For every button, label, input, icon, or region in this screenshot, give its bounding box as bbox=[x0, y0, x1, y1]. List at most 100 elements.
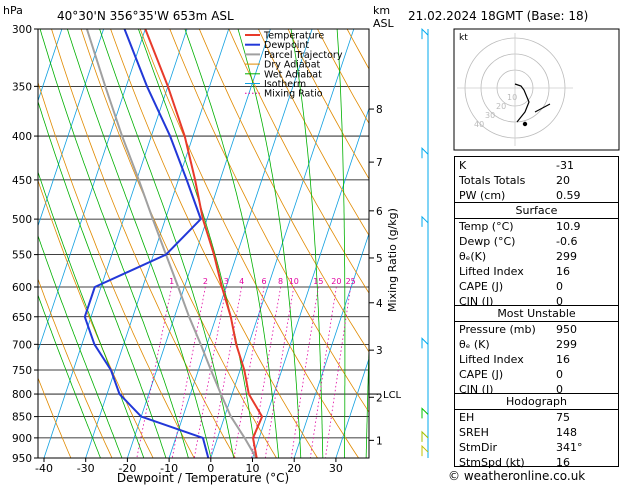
mixing-ratio-line bbox=[264, 286, 295, 458]
plot-frame bbox=[37, 28, 370, 459]
mixing-ratio-line bbox=[193, 286, 227, 458]
surface-row: Dewp (°C) -0.6 bbox=[459, 235, 578, 248]
dry-adiabat-line bbox=[110, 29, 318, 458]
wet-adiabat-line bbox=[39, 29, 189, 458]
km-label: km bbox=[373, 4, 390, 17]
legend-label: Dry Adiabat bbox=[264, 60, 321, 71]
parcel-trajectory-line bbox=[85, 29, 258, 458]
dry-adiabat-line bbox=[287, 29, 369, 180]
legend-label: Mixing Ratio bbox=[264, 89, 323, 100]
wind-barb bbox=[421, 430, 429, 442]
dry-adiabat-line bbox=[38, 81, 195, 458]
wet-adiabat-line bbox=[38, 234, 123, 458]
mu-row: CIN (J) 0 bbox=[459, 383, 563, 396]
asl-label: ASL bbox=[373, 17, 395, 30]
hodograph-ring-label: 40 bbox=[474, 120, 484, 129]
index-row: Totals Totals 20 bbox=[459, 174, 570, 187]
temperature-tick-label: -30 bbox=[77, 462, 95, 475]
wind-barb bbox=[421, 27, 429, 40]
index-row: K -31 bbox=[459, 159, 574, 172]
hodo-row: SREH 148 bbox=[459, 426, 577, 439]
hodo-row: StmSpd (kt) 16 bbox=[459, 456, 570, 469]
mixing-ratio-label: 20 bbox=[331, 277, 341, 286]
temperature-line bbox=[144, 29, 264, 458]
hodograph-ring-label: 20 bbox=[496, 102, 506, 111]
dewpoint-line bbox=[83, 29, 210, 458]
mixing-ratio-label: 8 bbox=[278, 277, 283, 286]
hodo-row: EH 75 bbox=[459, 411, 570, 424]
isotherm-line bbox=[38, 29, 104, 228]
wind-barb bbox=[421, 147, 429, 159]
isotherm-line bbox=[210, 29, 355, 458]
x-axis-label: Dewpoint / Temperature (°C) bbox=[117, 471, 289, 485]
mixing-ratio-line bbox=[290, 286, 319, 458]
surface-title: Surface bbox=[455, 203, 618, 219]
mu-row: Pressure (mb) 950 bbox=[459, 323, 577, 336]
surface-table: Surface Temp (°C) 10.9 Dewp (°C) -0.6 θₑ(K… bbox=[454, 202, 619, 308]
pressure-tick-label: 550 bbox=[12, 250, 32, 262]
mixing-ratio-line bbox=[136, 286, 173, 458]
isotherm-line bbox=[38, 29, 146, 353]
temperature-tick-label: -10 bbox=[160, 462, 178, 475]
km-tick-label: 1 bbox=[376, 435, 383, 447]
km-tick-label: 8 bbox=[376, 104, 383, 116]
temperature-tick-label: -20 bbox=[118, 462, 136, 475]
pressure-tick-label: 650 bbox=[12, 312, 32, 324]
hodo-row: StmDir 341° bbox=[459, 441, 583, 454]
index-row: PW (cm) 0.59 bbox=[459, 189, 581, 202]
legend-label: Parcel Trajectory bbox=[264, 50, 343, 61]
most-unstable-table: Most Unstable Pressure (mb) 950 θₑ (K) 299… bbox=[454, 305, 619, 396]
wet-adiabat-line bbox=[99, 29, 235, 458]
wet-adiabat-line bbox=[67, 29, 212, 458]
mixing-ratio-label: 1 bbox=[169, 277, 174, 286]
mixing-ratio-line bbox=[233, 286, 265, 458]
mixing-ratio-label: 2 bbox=[203, 277, 208, 286]
location-title: 40°30'N 356°35'W 653m ASL bbox=[57, 9, 234, 23]
dry-adiabat-line bbox=[139, 29, 360, 458]
lcl-label: LCL bbox=[383, 390, 402, 401]
dry-adiabat-line bbox=[51, 29, 236, 458]
legend-label: Dewpoint bbox=[264, 40, 309, 51]
surface-row: CAPE (J) 0 bbox=[459, 280, 563, 293]
datetime-title: 21.02.2024 18GMT (Base: 18) bbox=[408, 9, 588, 23]
mixing-ratio-label: 4 bbox=[239, 277, 244, 286]
wind-barb bbox=[421, 215, 429, 227]
wind-barb bbox=[421, 337, 429, 349]
isotherm-line bbox=[293, 232, 369, 458]
temperature-tick-label: -40 bbox=[35, 462, 53, 475]
km-tick-label: 2 bbox=[376, 392, 383, 404]
mu-row: CAPE (J) 0 bbox=[459, 368, 563, 381]
hodograph-ring-label: 30 bbox=[485, 111, 495, 120]
mixing-ratio-line bbox=[250, 286, 281, 458]
pressure-tick-label: 500 bbox=[12, 214, 32, 226]
hodograph-trace bbox=[514, 83, 530, 123]
hodograph-frame bbox=[453, 28, 620, 151]
temperature-tick-label: 20 bbox=[287, 462, 301, 475]
km-tick-label: 6 bbox=[376, 206, 383, 218]
pressure-tick-label: 950 bbox=[12, 453, 32, 465]
temperature-tick-label: 10 bbox=[246, 462, 260, 475]
pressure-tick-label: 450 bbox=[12, 175, 32, 187]
dry-adiabat-line bbox=[38, 277, 113, 458]
most-unstable-title: Most Unstable bbox=[455, 306, 618, 322]
wet-adiabat-line bbox=[38, 170, 145, 458]
dry-adiabat-line bbox=[38, 179, 154, 458]
pressure-tick-label: 850 bbox=[12, 412, 32, 424]
wet-adiabat-line bbox=[184, 29, 280, 458]
mixing-ratio-label: 3 bbox=[224, 277, 229, 286]
wet-adiabat-line bbox=[365, 330, 369, 458]
copyright-footer[interactable]: © weatheronline.co.uk bbox=[448, 469, 586, 483]
isotherm-line bbox=[168, 29, 313, 458]
mixing-ratio-label: 6 bbox=[262, 277, 267, 286]
pressure-tick-label: 700 bbox=[12, 339, 32, 351]
wet-adiabat-line bbox=[38, 100, 167, 458]
mu-row: θₑ (K) 299 bbox=[459, 338, 577, 351]
dry-adiabat-line bbox=[198, 29, 369, 353]
legend-label: Isotherm bbox=[264, 79, 306, 90]
pressure-tick-label: 800 bbox=[12, 389, 32, 401]
temperature-tick-label: 30 bbox=[329, 462, 343, 475]
pressure-tick-label: 400 bbox=[12, 131, 32, 143]
dry-adiabat-line bbox=[169, 29, 369, 413]
